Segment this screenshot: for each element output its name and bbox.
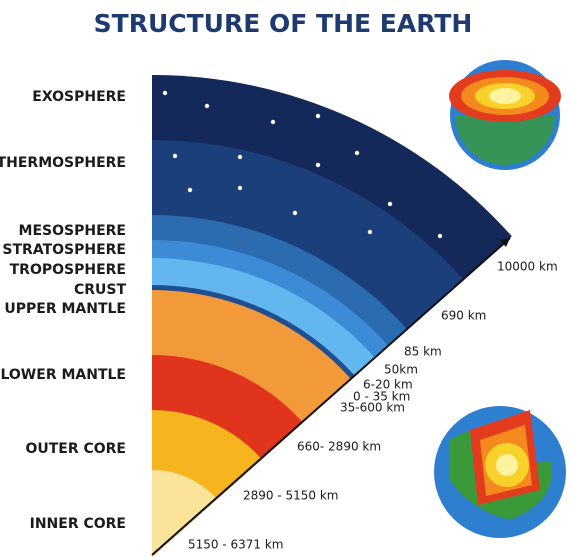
layer-label: UPPER MANTLE — [4, 301, 126, 317]
layer-label: TROPOSPHERE — [10, 262, 126, 278]
star — [163, 91, 167, 95]
globe-bottom — [434, 406, 566, 538]
depth-label: 690 km — [441, 309, 486, 323]
star — [388, 202, 392, 206]
star — [293, 211, 297, 215]
star — [188, 188, 192, 192]
star — [368, 230, 372, 234]
star — [271, 120, 275, 124]
globe-top — [449, 60, 561, 170]
star — [205, 104, 209, 108]
layer-label: CRUST — [74, 282, 127, 298]
layer-label: THERMOSPHERE — [0, 155, 126, 171]
page: STRUCTURE OF THE EARTH EXOSPHERE THERMOSP… — [0, 0, 570, 557]
layer-label: EXOSPHERE — [32, 89, 126, 105]
depth-label: 50km — [384, 363, 418, 377]
layer-label: OUTER CORE — [25, 441, 126, 457]
layer-label: LOWER MANTLE — [0, 367, 126, 383]
layer-label: STRATOSPHERE — [2, 242, 126, 258]
depth-label: 10000 km — [497, 260, 558, 274]
star — [238, 186, 242, 190]
star — [238, 155, 242, 159]
depth-label: 5150 - 6371 km — [188, 538, 284, 552]
depth-label: 660- 2890 km — [297, 440, 381, 454]
star — [316, 163, 320, 167]
star — [438, 234, 442, 238]
title: STRUCTURE OF THE EARTH — [94, 9, 473, 38]
layer-label: INNER CORE — [30, 516, 126, 532]
star — [316, 114, 320, 118]
layer-label: MESOSPHERE — [19, 223, 126, 239]
depth-label: 85 km — [404, 345, 442, 359]
depth-label: 35-600 km — [340, 401, 405, 415]
star — [173, 154, 177, 158]
depth-label: 2890 - 5150 km — [243, 489, 339, 503]
star — [355, 151, 359, 155]
